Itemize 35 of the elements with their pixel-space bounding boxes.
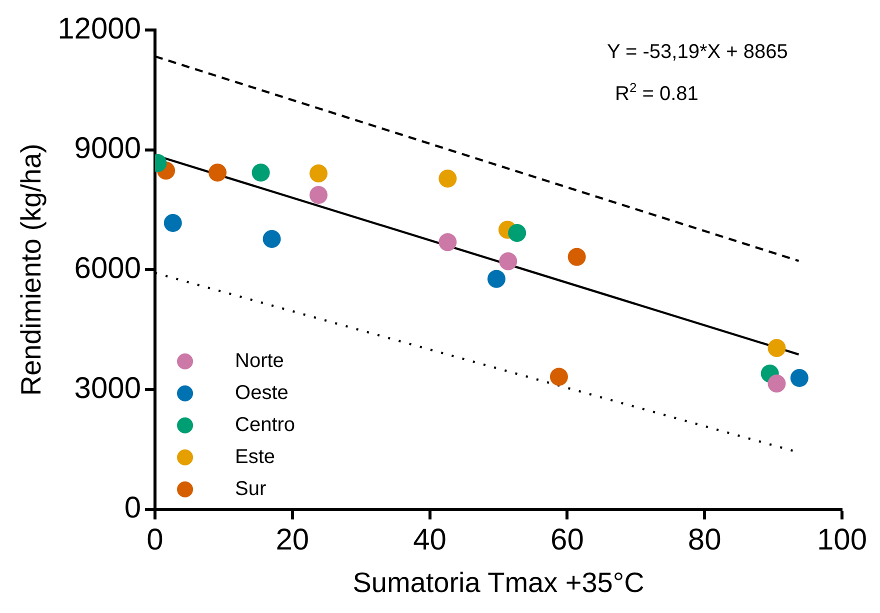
legend-label: Este xyxy=(235,446,276,468)
point xyxy=(550,368,568,386)
y-tick-label: 9000 xyxy=(74,132,142,166)
x-tick-label: 80 xyxy=(688,524,722,557)
point xyxy=(438,170,457,188)
point xyxy=(768,339,786,357)
x-tick-label: 60 xyxy=(550,524,584,557)
point xyxy=(252,164,270,182)
point xyxy=(499,252,518,270)
point xyxy=(208,164,227,182)
x-tick-label: 0 xyxy=(146,524,164,557)
point xyxy=(768,374,786,393)
point xyxy=(164,214,182,232)
legend-label: Norte xyxy=(235,350,284,372)
y-axis-title: Rendimiento (kg/ha) xyxy=(16,144,47,396)
legend-label: Sur xyxy=(235,478,266,500)
annotation: Y = -53,19*X + 8865 xyxy=(607,41,788,63)
point xyxy=(508,224,526,242)
x-axis-title: Sumatoria Tmax +35°C xyxy=(352,566,644,598)
point xyxy=(487,270,506,288)
y-tick-label: 0 xyxy=(124,492,142,525)
x-tick-label: 100 xyxy=(816,524,868,557)
point xyxy=(438,233,457,252)
y-tick-label: 3000 xyxy=(74,372,142,405)
legend-label: Centro xyxy=(235,414,296,436)
point xyxy=(310,186,328,204)
point xyxy=(568,248,586,266)
point xyxy=(262,230,281,248)
point xyxy=(310,164,328,182)
y-tick-label: 6000 xyxy=(74,252,142,285)
y-tick-label: 12000 xyxy=(58,12,142,46)
x-tick-label: 40 xyxy=(413,524,446,557)
point xyxy=(790,368,808,387)
x-tick-label: 20 xyxy=(276,524,310,557)
legend-label: Oeste xyxy=(235,382,288,404)
